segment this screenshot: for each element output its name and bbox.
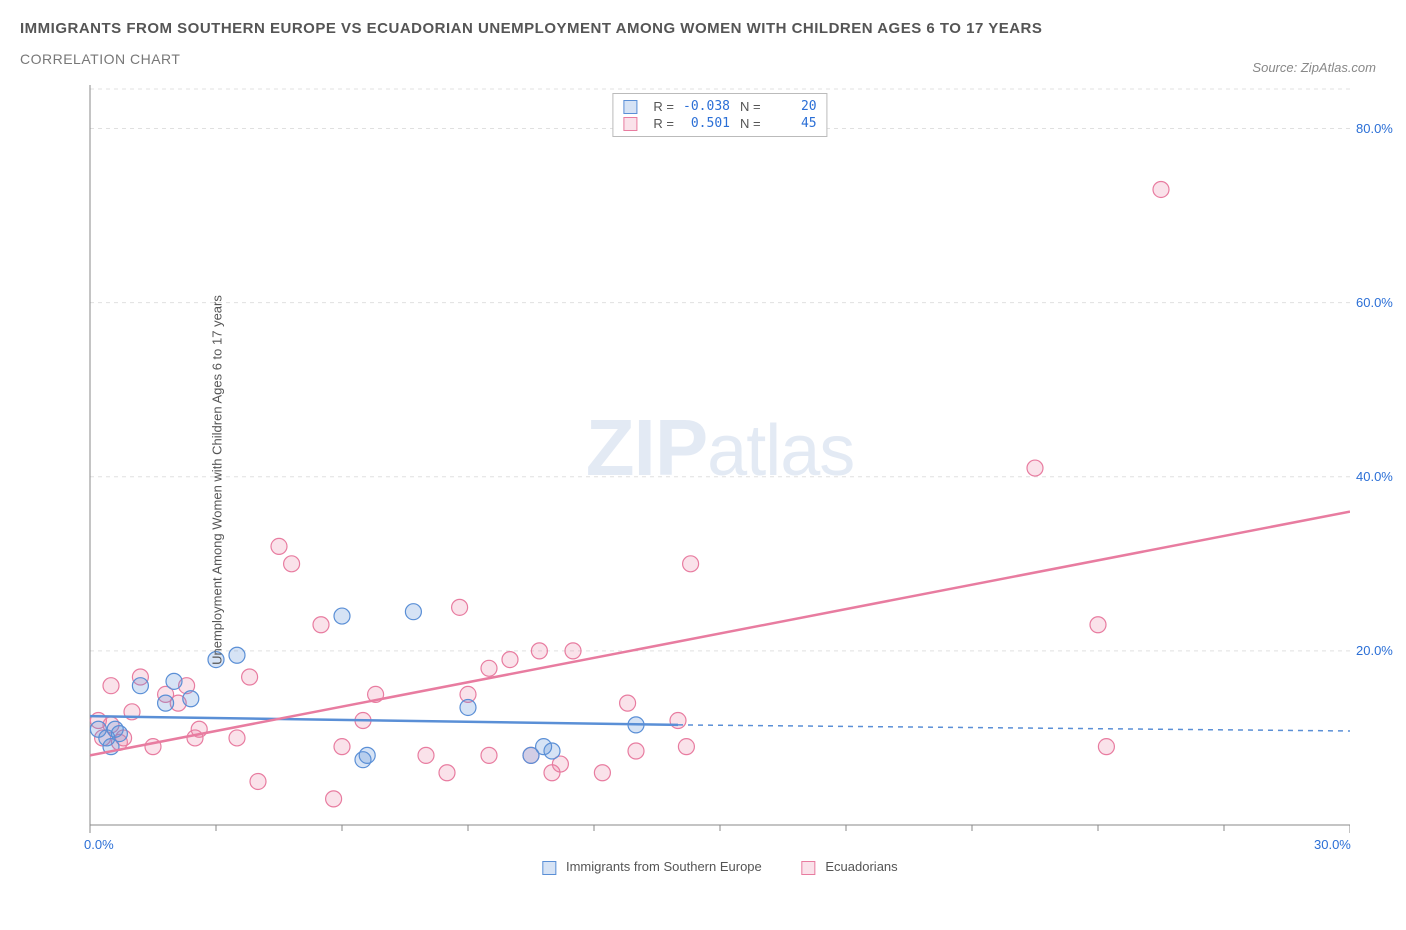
r-label-2: R =	[653, 116, 674, 131]
x-tick-label: 0.0%	[84, 837, 114, 852]
legend-swatch-pink-bottom	[802, 861, 816, 875]
legend-row-series2: R = 0.501 N = 45	[623, 115, 816, 132]
legend-swatch-pink	[623, 117, 637, 131]
legend-swatch-blue-bottom	[542, 861, 556, 875]
series-legend: Immigrants from Southern Europe Ecuadori…	[542, 859, 897, 875]
legend-label-series2: Ecuadorians	[825, 859, 897, 874]
y-tick-label: 80.0%	[1356, 121, 1393, 136]
y-tick-label: 60.0%	[1356, 295, 1393, 310]
x-tick-label: 30.0%	[1314, 837, 1351, 852]
y-tick-label: 20.0%	[1356, 643, 1393, 658]
r-value-2: 0.501	[680, 116, 730, 131]
legend-row-series1: R = -0.038 N = 20	[623, 98, 816, 115]
y-axis-label: Unemployment Among Women with Children A…	[209, 295, 224, 665]
correlation-legend: R = -0.038 N = 20 R = 0.501 N = 45	[612, 93, 827, 137]
n-value-1: 20	[767, 99, 817, 114]
chart-container: Unemployment Among Women with Children A…	[50, 85, 1390, 875]
source-label: Source:	[1252, 60, 1297, 75]
legend-label-series1: Immigrants from Southern Europe	[566, 859, 762, 874]
scatter-chart	[50, 85, 1350, 845]
n-label-2: N =	[740, 116, 761, 131]
n-value-2: 45	[767, 116, 817, 131]
y-tick-label: 40.0%	[1356, 469, 1393, 484]
legend-item-series2: Ecuadorians	[802, 859, 898, 875]
legend-swatch-blue	[623, 100, 637, 114]
legend-item-series1: Immigrants from Southern Europe	[542, 859, 761, 875]
chart-subtitle: CORRELATION CHART	[20, 51, 1386, 67]
r-value-1: -0.038	[680, 99, 730, 114]
r-label-1: R =	[653, 99, 674, 114]
n-label-1: N =	[740, 99, 761, 114]
chart-title: IMMIGRANTS FROM SOUTHERN EUROPE VS ECUAD…	[20, 20, 1386, 37]
source-attribution: Source: ZipAtlas.com	[1252, 60, 1376, 75]
source-name: ZipAtlas.com	[1301, 60, 1376, 75]
